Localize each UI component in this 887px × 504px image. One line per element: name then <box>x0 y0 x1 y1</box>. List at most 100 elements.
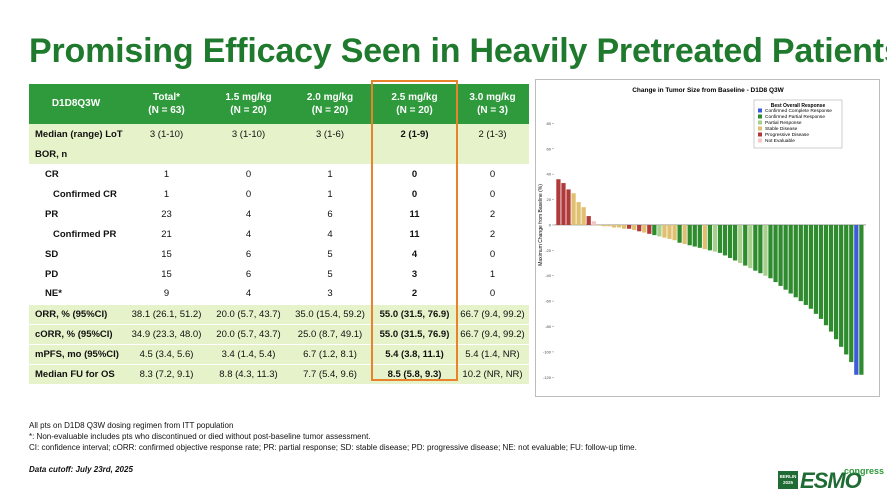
bar <box>823 224 829 326</box>
legend-swatch <box>758 138 762 143</box>
esmo-logo: BERLIN 2025 ESMO congress <box>778 466 884 494</box>
bar <box>586 216 591 225</box>
table-row: CR 1 0 1 0 0 <box>45 168 496 180</box>
bar <box>556 179 561 225</box>
bar <box>844 224 849 355</box>
table-row: SD 15 6 5 4 0 <box>45 248 496 260</box>
y-tick-label: 20 <box>547 197 552 202</box>
bar <box>813 224 819 314</box>
bar <box>611 224 617 228</box>
bar <box>808 224 814 309</box>
bar <box>632 224 637 231</box>
table-row: Confirmed CR 1 0 1 0 0 <box>53 188 496 200</box>
bar <box>778 224 783 286</box>
table-row: ORR, % (95%CI) 38.1 (26.1, 51.2) 20.0 (5… <box>29 303 529 324</box>
waterfall-chart-svg: Change in Tumor Size from Baseline - D1D… <box>538 87 866 380</box>
bar <box>657 224 662 237</box>
footnote-line: *: Non-evaluable includes pts who discon… <box>29 432 371 441</box>
bar <box>626 224 632 229</box>
legend-label: Stable Disease <box>765 126 798 132</box>
footnote-line: CI: confidence interval; cORR: confirmed… <box>29 443 637 452</box>
y-tick-label: 80 <box>547 121 552 126</box>
table-header-row: D1D8Q3W Total* (N = 63) 1.5 mg/kg (N = 20)… <box>29 84 529 124</box>
table-row: PR 23 4 6 11 2 <box>45 208 496 220</box>
bar <box>828 224 834 332</box>
bar <box>642 224 647 233</box>
legend-label: Confirmed Complete Response <box>765 108 832 114</box>
table-row: PD 15 6 5 3 1 <box>45 268 496 280</box>
header-1-5mg: 1.5 mg/kg (N = 20) <box>210 84 287 124</box>
header-total: Total* (N = 63) <box>123 84 210 124</box>
bar <box>818 224 824 319</box>
bar <box>591 221 596 225</box>
bar <box>712 224 718 252</box>
bar <box>798 224 803 302</box>
bar <box>834 224 839 340</box>
waterfall-chart: Change in Tumor Size from Baseline - D1D… <box>535 79 880 397</box>
bar <box>768 224 773 279</box>
legend-label: Not Evaluable <box>765 138 795 144</box>
bar <box>621 224 627 229</box>
y-tick-label: -20 <box>545 248 552 253</box>
legend-label: Progressive Disease <box>765 132 809 138</box>
bar <box>601 224 606 227</box>
bar <box>662 224 667 238</box>
bar <box>596 224 601 226</box>
bar <box>859 224 864 375</box>
footnotes: All pts on D1D8 Q3W dosing regimen from … <box>29 420 637 453</box>
table-row: Median FU for OS 8.3 (7.2, 9.1) 8.8 (4.3… <box>29 363 529 384</box>
bar <box>748 224 753 269</box>
header-2-5mg: 2.5 mg/kg (N = 20) <box>373 84 456 124</box>
bar <box>687 224 692 246</box>
bar <box>606 224 612 227</box>
bar <box>722 224 728 256</box>
bar <box>571 193 576 225</box>
bar <box>753 224 758 271</box>
bar <box>561 183 566 225</box>
legend-box <box>753 99 843 149</box>
footnote-line: All pts on D1D8 Q3W dosing regimen from … <box>29 421 234 430</box>
bar <box>702 224 707 250</box>
bar <box>637 224 642 232</box>
table-row: Confirmed PR 21 4 4 11 2 <box>53 228 496 240</box>
legend-swatch <box>758 114 762 119</box>
bar <box>763 224 768 276</box>
bar <box>647 224 652 234</box>
legend-swatch <box>758 126 762 131</box>
page-title: Promising Efficacy Seen in Heavily Pretr… <box>29 32 887 70</box>
y-tick-label: 0 <box>549 222 552 227</box>
bar <box>743 224 748 266</box>
table-row: NE* 9 4 3 2 0 <box>45 288 496 300</box>
bar <box>581 207 586 225</box>
chart-title: Change in Tumor Size from Baseline - D1D… <box>632 87 784 94</box>
y-tick-label: 40 <box>547 172 552 177</box>
bar <box>692 224 697 247</box>
header-2-0mg: 2.0 mg/kg (N = 20) <box>287 84 373 124</box>
bar <box>576 202 581 225</box>
bar <box>717 224 723 253</box>
y-tick-label: -40 <box>545 273 552 278</box>
bar <box>616 224 622 228</box>
esmo-wordmark: ESMO <box>800 468 862 493</box>
bar <box>773 224 778 283</box>
table-row: cORR, % (95%CI) 34.9 (23.3, 48.0) 20.0 (… <box>29 323 529 344</box>
y-tick-label: -60 <box>545 299 552 304</box>
esmo-city-badge: BERLIN 2025 <box>778 471 798 489</box>
bar <box>733 224 738 261</box>
efficacy-table: D1D8Q3W Total* (N = 63) 1.5 mg/kg (N = 20)… <box>29 84 529 384</box>
bar <box>697 224 702 248</box>
bar <box>854 224 859 375</box>
legend-swatch <box>758 108 762 113</box>
bar <box>758 224 763 274</box>
header-3-0mg: 3.0 mg/kg (N = 3) <box>456 84 529 124</box>
bar <box>667 224 672 239</box>
bar <box>727 224 733 258</box>
header-cohort: D1D8Q3W <box>29 84 123 124</box>
legend-label: Confirmed Partial Response <box>765 114 825 120</box>
bar <box>849 224 854 363</box>
table-row: mPFS, mo (95%CI) 4.5 (3.4, 5.6) 3.4 (1.4… <box>29 343 529 364</box>
legend-swatch <box>758 132 762 137</box>
bar <box>793 224 798 298</box>
legend-swatch <box>758 120 762 125</box>
y-axis-label: Maximum Change from Baseline (%) <box>538 184 544 266</box>
